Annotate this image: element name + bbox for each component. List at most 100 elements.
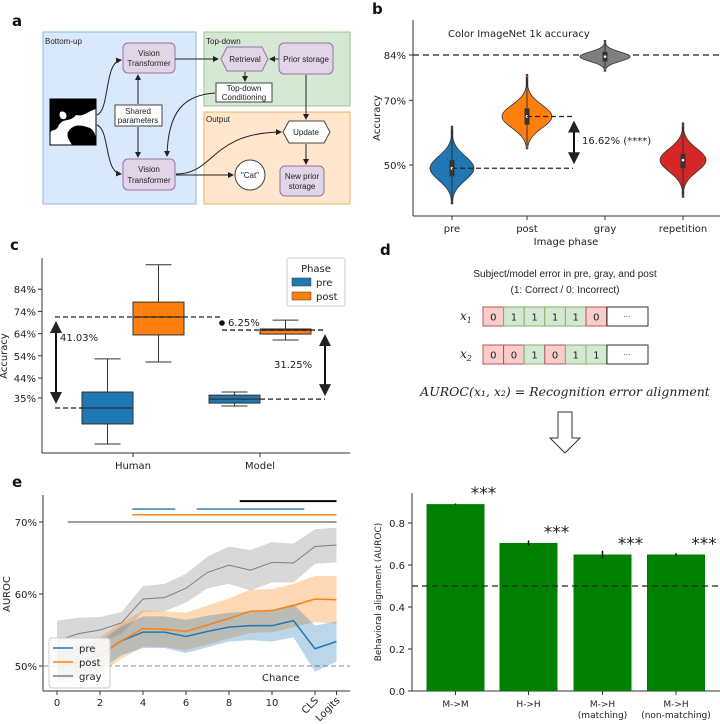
- bar: [647, 554, 705, 691]
- legend-label: gray: [79, 672, 102, 683]
- y-axis-label: Accuracy: [372, 95, 383, 141]
- y-tick-label: 60%: [15, 590, 37, 601]
- x-tick-label: (matching): [578, 711, 627, 721]
- significance-stars: ***: [471, 484, 497, 504]
- sequence-cell-value: 0: [490, 313, 496, 324]
- y-tick-label: 54%: [14, 352, 36, 363]
- y-axis-label: Accuracy: [0, 333, 10, 379]
- chance-label: Chance: [262, 673, 299, 684]
- panel-label-b: b: [372, 0, 383, 18]
- top-down-conditioning-node: Top-down Conditioning: [215, 82, 273, 103]
- sequence-label: x2: [460, 347, 472, 363]
- sequence-ellipsis: ···: [624, 351, 631, 359]
- vit-bottom-line2: Transformer: [127, 176, 171, 185]
- y-tick-label: 50%: [15, 662, 37, 673]
- vit-bottom-line1: Vision: [138, 165, 160, 174]
- sequence-cell-value: 1: [511, 313, 517, 324]
- x-tick-label: 2: [97, 698, 103, 709]
- conditioning-line1: Top-down: [227, 84, 262, 93]
- panel-b-violin-chart: 50% 70% 84% Color ImageNet 1k accuracy pre po…: [372, 20, 720, 248]
- arrow-image-to-vit-bottom: [96, 124, 122, 177]
- human-difference-label: 41.03%: [60, 333, 98, 344]
- shared-parameters-box: Shared parameters: [114, 104, 163, 127]
- top-down-label: Top-down: [206, 37, 241, 46]
- difference-annotation: 16.62% (****): [582, 136, 651, 147]
- box-post: [259, 328, 312, 335]
- x-tick-label: 4: [140, 698, 146, 709]
- cat-output-node: "Cat": [234, 159, 266, 191]
- line-gray: [56, 544, 337, 642]
- panel-e-line-chart: 50%60%70%0 2 4 6 8 10 CLSLogitsAUROCChanceprep…: [2, 495, 350, 724]
- update-label: Update: [293, 128, 319, 137]
- panel-d-bar-chart: 0.0 0.2 0.4 0.6 0.8 Behavioral alignment (AUR…: [374, 484, 720, 721]
- y-tick-label: 0.2: [389, 645, 405, 656]
- y-tick-label: 44%: [14, 374, 36, 385]
- down-arrow-icon: [548, 411, 582, 454]
- y-tick-label: 74%: [14, 307, 36, 318]
- arrow-image-to-vit-top: [96, 57, 122, 116]
- sequence-cell-value: 0: [593, 313, 599, 324]
- ci-band-pre: [57, 604, 337, 681]
- input-image: [49, 98, 97, 146]
- x-tick-label: gray: [594, 224, 617, 235]
- y-axis-label: Behavioral alignment (AUROC): [374, 523, 384, 662]
- legend-label: post: [316, 292, 338, 303]
- x-tick-label: pre: [444, 224, 460, 235]
- sequence-label: x1: [460, 309, 472, 325]
- y-tick-label: 70%: [384, 96, 406, 107]
- arrow-vit-to-update: [175, 129, 282, 175]
- legend-label: post: [79, 658, 101, 669]
- ci-band-gray: [57, 527, 337, 661]
- sequence-cell-value: 1: [552, 313, 558, 324]
- output-region: [203, 111, 351, 205]
- ci-band-post: [57, 576, 337, 684]
- x-tick-label: 6: [183, 698, 189, 709]
- chart-title: Color ImageNet 1k accuracy: [448, 29, 590, 40]
- bar: [573, 554, 632, 691]
- y-tick-label: 0.0: [389, 687, 405, 698]
- legend: pre post gray: [48, 637, 111, 689]
- sequence-ellipsis-cell: [606, 344, 649, 365]
- x-tick-label: Human: [115, 461, 151, 472]
- sequence-ellipsis: ···: [624, 313, 631, 321]
- panel-a-architecture-diagram: a Bottom-up Top-down Output Vision Trans…: [12, 12, 351, 205]
- panel-label-e: e: [12, 473, 22, 491]
- panel-label-d: d: [380, 241, 391, 259]
- conditioning-line2: Conditioning: [222, 93, 266, 102]
- prior-storage-label: Prior storage: [283, 55, 329, 64]
- x-tick-label: M->H: [663, 700, 688, 710]
- y-tick-label: 84%: [14, 285, 36, 296]
- retrieval-node: Retrieval: [220, 46, 269, 72]
- x-tick-label: M->M: [442, 700, 468, 710]
- y-tick-label: 70%: [15, 518, 37, 529]
- x-tick-label: H->H: [516, 700, 540, 710]
- violin-median: [681, 158, 685, 162]
- y-tick-label: 0.8: [389, 519, 405, 530]
- shared-line1: Shared: [125, 107, 151, 116]
- sequence-cell-value: 0: [511, 351, 517, 362]
- legend-title: Phase: [301, 264, 331, 275]
- x-tick-label: 0: [54, 698, 60, 709]
- bottom-up-label: Bottom-up: [45, 37, 82, 46]
- x-tick-label: post: [516, 224, 538, 235]
- update-node: Update: [282, 120, 331, 144]
- vision-transformer-top: Vision Transformer: [122, 42, 176, 74]
- vision-transformer-bottom: Vision Transformer: [122, 158, 176, 191]
- x-tick-label: Model: [245, 461, 275, 472]
- sequence-cell-value: 0: [552, 351, 558, 362]
- error-diagram-subtitle: (1: Correct / 0: Incorrect): [511, 285, 620, 296]
- new-prior-line1: New prior: [285, 172, 320, 181]
- x-tick-label: repetition: [659, 224, 707, 235]
- bar: [426, 504, 485, 691]
- panel-d-error-diagram: Subject/model error in pre, gray, and po…: [419, 269, 711, 454]
- shared-line2: parameters: [118, 116, 158, 125]
- vit-top-line1: Vision: [138, 49, 160, 58]
- sequence-cell-value: 0: [490, 351, 496, 362]
- legend-swatch: [291, 291, 312, 301]
- x-tick-label: M->H: [590, 700, 615, 710]
- human-model-gap-label: 6.25%: [228, 318, 260, 329]
- y-tick-label: 64%: [14, 330, 36, 341]
- sequence-cell-value: 1: [531, 313, 537, 324]
- violin-median: [603, 55, 607, 58]
- box-post: [132, 301, 185, 336]
